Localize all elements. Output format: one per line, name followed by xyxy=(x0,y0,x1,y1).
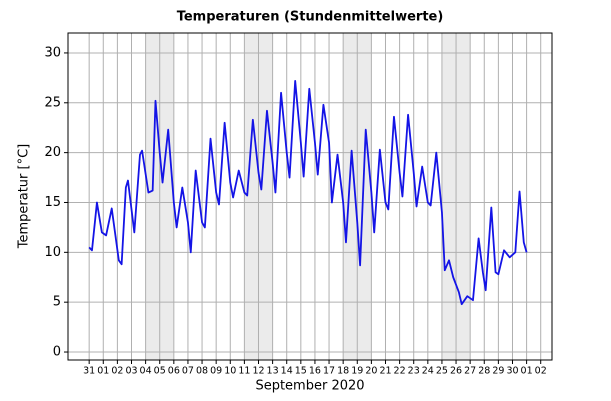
y-tick-label: 25 xyxy=(44,95,61,110)
x-tick-label: 20 xyxy=(365,366,377,377)
x-tick-label: 21 xyxy=(379,366,391,377)
x-tick-label: 14 xyxy=(281,366,293,377)
y-tick-label: 20 xyxy=(44,145,61,160)
plot-frame xyxy=(67,32,553,361)
x-tick-label: 27 xyxy=(464,366,476,377)
x-tick-label: 01 xyxy=(521,366,533,377)
x-tick-label: 22 xyxy=(394,366,406,377)
chart-title: Temperaturen (Stundenmittelwerte) xyxy=(177,10,444,25)
x-tick-label: 25 xyxy=(436,366,448,377)
x-tick-label: 15 xyxy=(295,366,307,377)
y-tick-label: 10 xyxy=(44,245,61,260)
x-tick-label: 03 xyxy=(125,366,137,377)
x-tick-label: 02 xyxy=(111,366,123,377)
y-tick-label: 5 xyxy=(53,295,61,310)
x-tick-label: 11 xyxy=(238,366,250,377)
x-tick-label: 02 xyxy=(535,366,547,377)
x-tick-label: 13 xyxy=(267,366,279,377)
x-tick-label: 30 xyxy=(506,366,518,377)
x-tick-label: 10 xyxy=(224,366,236,377)
x-tick-label: 16 xyxy=(309,366,321,377)
x-tick-label: 17 xyxy=(323,366,335,377)
y-tick-label: 15 xyxy=(44,195,61,210)
x-tick-label: 24 xyxy=(422,366,434,377)
x-tick-label: 01 xyxy=(97,366,109,377)
x-tick-label: 18 xyxy=(337,366,349,377)
temperature-line xyxy=(88,79,528,306)
x-tick-label: 06 xyxy=(168,366,180,377)
x-tick-label: 04 xyxy=(140,366,152,377)
x-tick-label: 08 xyxy=(196,366,208,377)
x-tick-label: 28 xyxy=(478,366,490,377)
x-tick-label: 19 xyxy=(351,366,363,377)
x-tick-label: 09 xyxy=(210,366,222,377)
x-axis-label: September 2020 xyxy=(255,379,364,394)
x-tick-label: 31 xyxy=(83,366,95,377)
x-tick-label: 23 xyxy=(408,366,420,377)
y-tick-label: 0 xyxy=(53,345,61,360)
y-tick-label: 30 xyxy=(44,45,61,60)
x-tick-label: 12 xyxy=(252,366,264,377)
y-axis-label: Temperatur [°C] xyxy=(17,144,32,250)
x-tick-label: 07 xyxy=(182,366,194,377)
x-tick-label: 05 xyxy=(154,366,166,377)
x-tick-label: 26 xyxy=(450,366,462,377)
x-tick-label: 29 xyxy=(492,366,504,377)
